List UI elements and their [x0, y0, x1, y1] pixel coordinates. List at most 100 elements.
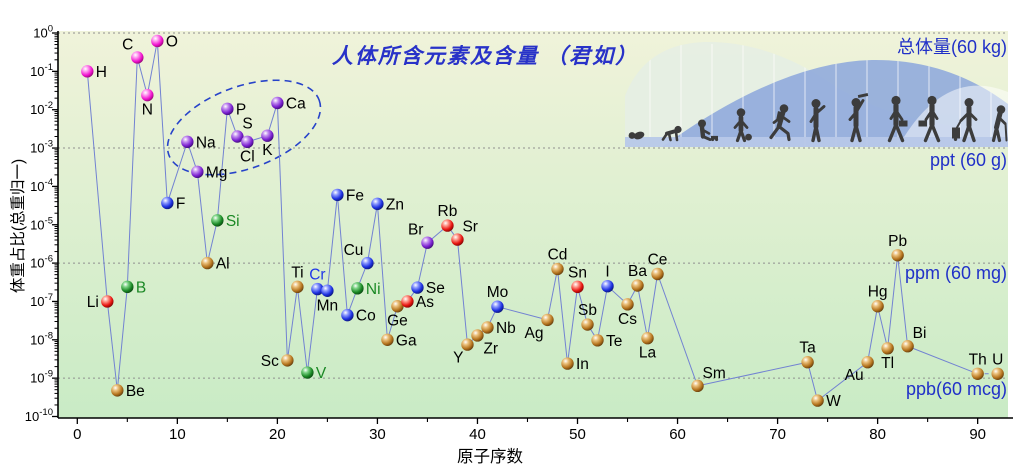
- marker-Zr: [471, 329, 484, 342]
- svg-text:60: 60: [669, 426, 686, 443]
- life-stages-illustration: [625, 41, 1008, 148]
- label-O: O: [166, 33, 178, 50]
- label-Si: Si: [226, 213, 240, 230]
- marker-Sn: [571, 280, 584, 294]
- svg-text:10-2: 10-2: [30, 100, 53, 117]
- marker-Sm: [691, 379, 704, 393]
- label-Ta: Ta: [799, 340, 816, 357]
- svg-text:10-7: 10-7: [30, 292, 53, 309]
- label-H: H: [96, 64, 107, 81]
- label-Co: Co: [356, 308, 376, 325]
- marker-In: [561, 357, 574, 370]
- element-markers: [81, 34, 1004, 407]
- label-Nb: Nb: [496, 320, 516, 337]
- label-Ba: Ba: [628, 263, 647, 280]
- label-Zr: Zr: [483, 340, 498, 357]
- marker-Cd: [551, 262, 564, 276]
- label-U: U: [992, 351, 1003, 368]
- element-labels: H Li Be B C N O F Na Mg Al Si PS Cl K Ca Sc Ti V Cr Mn Fe Co Ni…: [87, 33, 1004, 410]
- label-Sm: Sm: [703, 365, 726, 382]
- svg-text:10-5: 10-5: [30, 215, 53, 232]
- label-Ti: Ti: [291, 264, 303, 281]
- x-axis-title: 原子序数: [457, 448, 523, 466]
- marker-Cs: [621, 298, 634, 311]
- label-Se: Se: [426, 280, 445, 297]
- person-waving-teen: [809, 99, 826, 143]
- gridlines: [58, 32, 1008, 379]
- marker-O: [151, 34, 164, 48]
- label-As: As: [416, 294, 434, 311]
- person-graduate: [848, 92, 869, 143]
- label-Fe: Fe: [346, 187, 364, 204]
- label-Pb: Pb: [888, 233, 907, 250]
- svg-text:30: 30: [369, 426, 386, 443]
- label-Mo: Mo: [487, 284, 509, 301]
- person-adult-with-briefcase: [918, 95, 941, 143]
- marker-Pb: [891, 249, 904, 262]
- person-toddler-with-toy: [698, 119, 719, 142]
- svg-text:10-8: 10-8: [30, 330, 53, 347]
- marker-Br: [421, 236, 434, 249]
- label-I: I: [605, 264, 609, 281]
- label-La: La: [639, 345, 657, 362]
- svg-text:70: 70: [769, 426, 786, 443]
- label-Bi: Bi: [913, 325, 927, 342]
- marker-Th: [971, 367, 984, 380]
- svg-text:10-9: 10-9: [30, 369, 53, 386]
- svg-text:90: 90: [969, 426, 986, 443]
- marker-C: [131, 51, 144, 64]
- person-traveler-with-luggage: [952, 98, 978, 143]
- marker-Rb: [441, 219, 454, 232]
- svg-text:10-6: 10-6: [30, 254, 53, 271]
- person-elderly-with-cane: [991, 105, 1008, 143]
- marker-Ti: [291, 280, 304, 294]
- marker-Ga: [381, 333, 394, 346]
- marker-Te: [591, 334, 604, 347]
- marker-Sc: [281, 354, 294, 367]
- marker-F: [161, 196, 174, 210]
- marker-K: [261, 129, 274, 142]
- annotation-total-mass: 总体量(60 kg): [896, 37, 1007, 57]
- label-Mn: Mn: [317, 297, 339, 314]
- label-Mg: Mg: [206, 164, 228, 181]
- label-Al: Al: [216, 256, 230, 273]
- svg-text:10-10: 10-10: [25, 407, 53, 424]
- label-Au: Au: [845, 367, 864, 384]
- marker-Cr: [311, 282, 324, 296]
- label-P: P: [236, 101, 246, 118]
- marker-Ba: [631, 279, 644, 292]
- y-tick-labels: 100 10-1 10-2 10-3 10-4 10-5 10-6 10-7 10-8 10-9 1…: [25, 24, 53, 425]
- label-Sc: Sc: [261, 353, 279, 370]
- label-K: K: [262, 142, 273, 159]
- marker-Hg: [871, 300, 884, 313]
- marker-Sr: [451, 233, 464, 246]
- marker-Li: [101, 295, 114, 308]
- label-Th: Th: [969, 351, 987, 368]
- marker-Na: [181, 135, 194, 149]
- marker-Bi: [901, 340, 914, 353]
- label-Zn: Zn: [386, 196, 404, 213]
- annotation-ppm-level: ppm (60 mg): [904, 263, 1007, 283]
- marker-Cl: [241, 135, 254, 149]
- label-Sn: Sn: [568, 264, 587, 281]
- axes: [52, 31, 1013, 424]
- marker-Cu: [361, 256, 374, 270]
- marker-Al: [201, 256, 214, 270]
- marker-Ta: [801, 356, 814, 369]
- label-Ce: Ce: [648, 251, 668, 268]
- marker-Zn: [371, 197, 384, 211]
- svg-text:100: 100: [33, 24, 53, 41]
- svg-text:50: 50: [569, 426, 586, 443]
- label-Ni: Ni: [366, 281, 381, 298]
- marker-Mo: [491, 300, 504, 313]
- macrominerals-ellipse: [166, 79, 322, 176]
- person-newborn: [628, 131, 645, 140]
- marker-Ge: [391, 300, 404, 313]
- marker-Ce: [651, 267, 664, 281]
- marker-V: [301, 366, 314, 379]
- label-Be: Be: [126, 383, 145, 400]
- marker-Nb: [481, 321, 494, 334]
- label-Sr: Sr: [462, 219, 478, 236]
- marker-H: [81, 65, 94, 78]
- label-In: In: [576, 356, 589, 373]
